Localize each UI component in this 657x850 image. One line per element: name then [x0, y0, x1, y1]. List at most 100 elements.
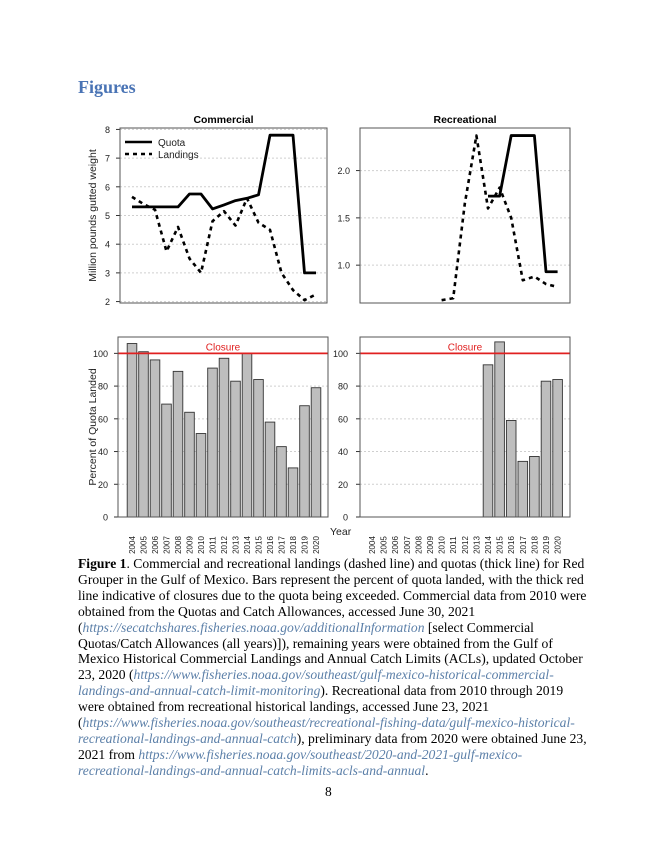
bar-2017 [276, 446, 287, 518]
bar-2005 [138, 351, 149, 518]
x-tick-label: 2015 [255, 536, 264, 554]
x-tick-label: 2011 [209, 536, 218, 554]
x-tick-label: 2013 [472, 536, 481, 554]
y-tick-label: 3 [105, 268, 110, 278]
x-tick-label: 2004 [128, 536, 137, 554]
y-tick-label: 6 [105, 182, 110, 192]
x-tick-label: 2006 [151, 536, 160, 554]
bar-2008 [172, 370, 184, 518]
bar-2014 [482, 364, 494, 518]
x-tick-label: 2006 [391, 536, 400, 554]
y-tick-label: 80 [338, 382, 348, 392]
plot-frame [359, 336, 571, 518]
bar-2012 [218, 357, 230, 518]
x-tick-label: 2009 [426, 536, 435, 554]
x-tick-label: 2007 [163, 536, 172, 554]
caption-link[interactable]: https://secatchshares.fisheries.noaa.gov… [82, 619, 425, 635]
bar-2006 [149, 359, 161, 518]
x-tick-label: 2013 [232, 536, 241, 554]
y-tick-label: 1.0 [337, 261, 350, 271]
bar-2010 [195, 433, 207, 518]
bar-2020 [552, 379, 563, 518]
closure-label: Closure [448, 342, 483, 353]
caption-text: . Commercial and recreational landings (… [78, 556, 587, 635]
x-tick-label: 2005 [140, 536, 149, 554]
y-tick-label: 60 [98, 414, 108, 424]
caption-text: ). Recreational data from 2010 through 2… [78, 683, 564, 731]
panel-title: Recreational [433, 114, 496, 126]
x-tick-label: 2005 [380, 536, 389, 554]
y-axis-label: Million pounds gutted weight [87, 149, 99, 282]
legend-label: Landings [158, 150, 199, 161]
y-tick-label: 5 [105, 211, 110, 221]
x-tick-label: 2020 [312, 536, 321, 554]
y-tick-label: 20 [98, 480, 108, 490]
x-tick-label: 2007 [403, 536, 412, 554]
x-tick-label: 2008 [414, 536, 423, 554]
bar-2020 [310, 387, 322, 518]
caption-text: [select Commercial Quotas/Catch Allowanc… [78, 619, 583, 683]
bar-2019 [540, 380, 552, 518]
figure-caption: Figure 1. Commercial and recreational la… [78, 556, 590, 779]
plot-frame [119, 127, 328, 304]
x-tick-label: 2014 [243, 536, 252, 554]
bar-2013 [230, 380, 241, 518]
caption-link[interactable]: https://www.fisheries.noaa.gov/southeast… [78, 715, 575, 746]
plot-frame [117, 336, 329, 518]
y-tick-label: 40 [338, 447, 348, 457]
y-tick-label: 0 [103, 513, 108, 523]
x-tick-label: 2017 [278, 536, 287, 554]
caption-link[interactable]: https://www.fisheries.noaa.gov/southeast… [78, 746, 523, 778]
y-tick-label: 0 [343, 513, 348, 523]
series-line-quota [488, 134, 558, 274]
bar-2004 [126, 343, 138, 518]
y-tick-label: 40 [98, 447, 108, 457]
x-tick-label: 2016 [266, 536, 275, 554]
bar-2016 [505, 420, 517, 518]
x-axis-label: Year [330, 526, 352, 538]
bar-2011 [207, 367, 218, 518]
x-tick-label: 2019 [542, 536, 551, 554]
plot-frame [359, 127, 571, 304]
y-tick-label: 8 [105, 125, 110, 135]
y-axis-label: Percent of Quota Landed [87, 368, 99, 485]
x-tick-label: 2020 [554, 536, 563, 554]
y-tick-label: 1.5 [337, 213, 350, 223]
y-tick-label: 7 [105, 154, 110, 164]
caption-text: ), preliminary data from 2020 were obtai… [78, 730, 587, 762]
x-tick-label: 2016 [507, 536, 516, 554]
x-tick-label: 2015 [496, 536, 505, 554]
x-tick-label: 2018 [289, 536, 298, 554]
caption-link[interactable]: https://www.fisheries.noaa.gov/southeast… [78, 667, 554, 699]
x-tick-label: 2004 [368, 536, 377, 554]
x-tick-label: 2014 [484, 536, 493, 554]
bar-2014 [241, 352, 253, 518]
y-tick-label: 100 [93, 349, 108, 359]
series-line-landings [131, 195, 317, 302]
caption-text: . [425, 762, 429, 778]
y-tick-label: 80 [98, 382, 108, 392]
y-tick-label: 2 [105, 297, 110, 307]
panel-title: Commercial [193, 114, 253, 126]
caption-label: Figure 1 [78, 556, 127, 571]
bar-2015 [494, 341, 505, 518]
x-tick-label: 2012 [461, 536, 470, 554]
y-tick-label: 4 [105, 240, 110, 250]
bar-2018 [529, 456, 540, 518]
y-tick-label: 20 [338, 480, 348, 490]
page-number: 8 [325, 784, 332, 799]
series-line-landings [441, 134, 558, 302]
bar-2015 [253, 379, 264, 518]
y-tick-label: 60 [338, 414, 348, 424]
x-tick-label: 2008 [174, 536, 183, 554]
bar-2018 [287, 467, 299, 518]
y-tick-label: 100 [333, 349, 348, 359]
y-tick-label: 2.0 [337, 166, 350, 176]
series-line-quota [132, 133, 316, 275]
x-tick-label: 2010 [438, 536, 447, 554]
legend-label: Quota [158, 138, 186, 149]
section-heading: Figures [78, 77, 136, 97]
bar-2019 [299, 405, 310, 518]
x-tick-label: 2017 [519, 536, 528, 554]
